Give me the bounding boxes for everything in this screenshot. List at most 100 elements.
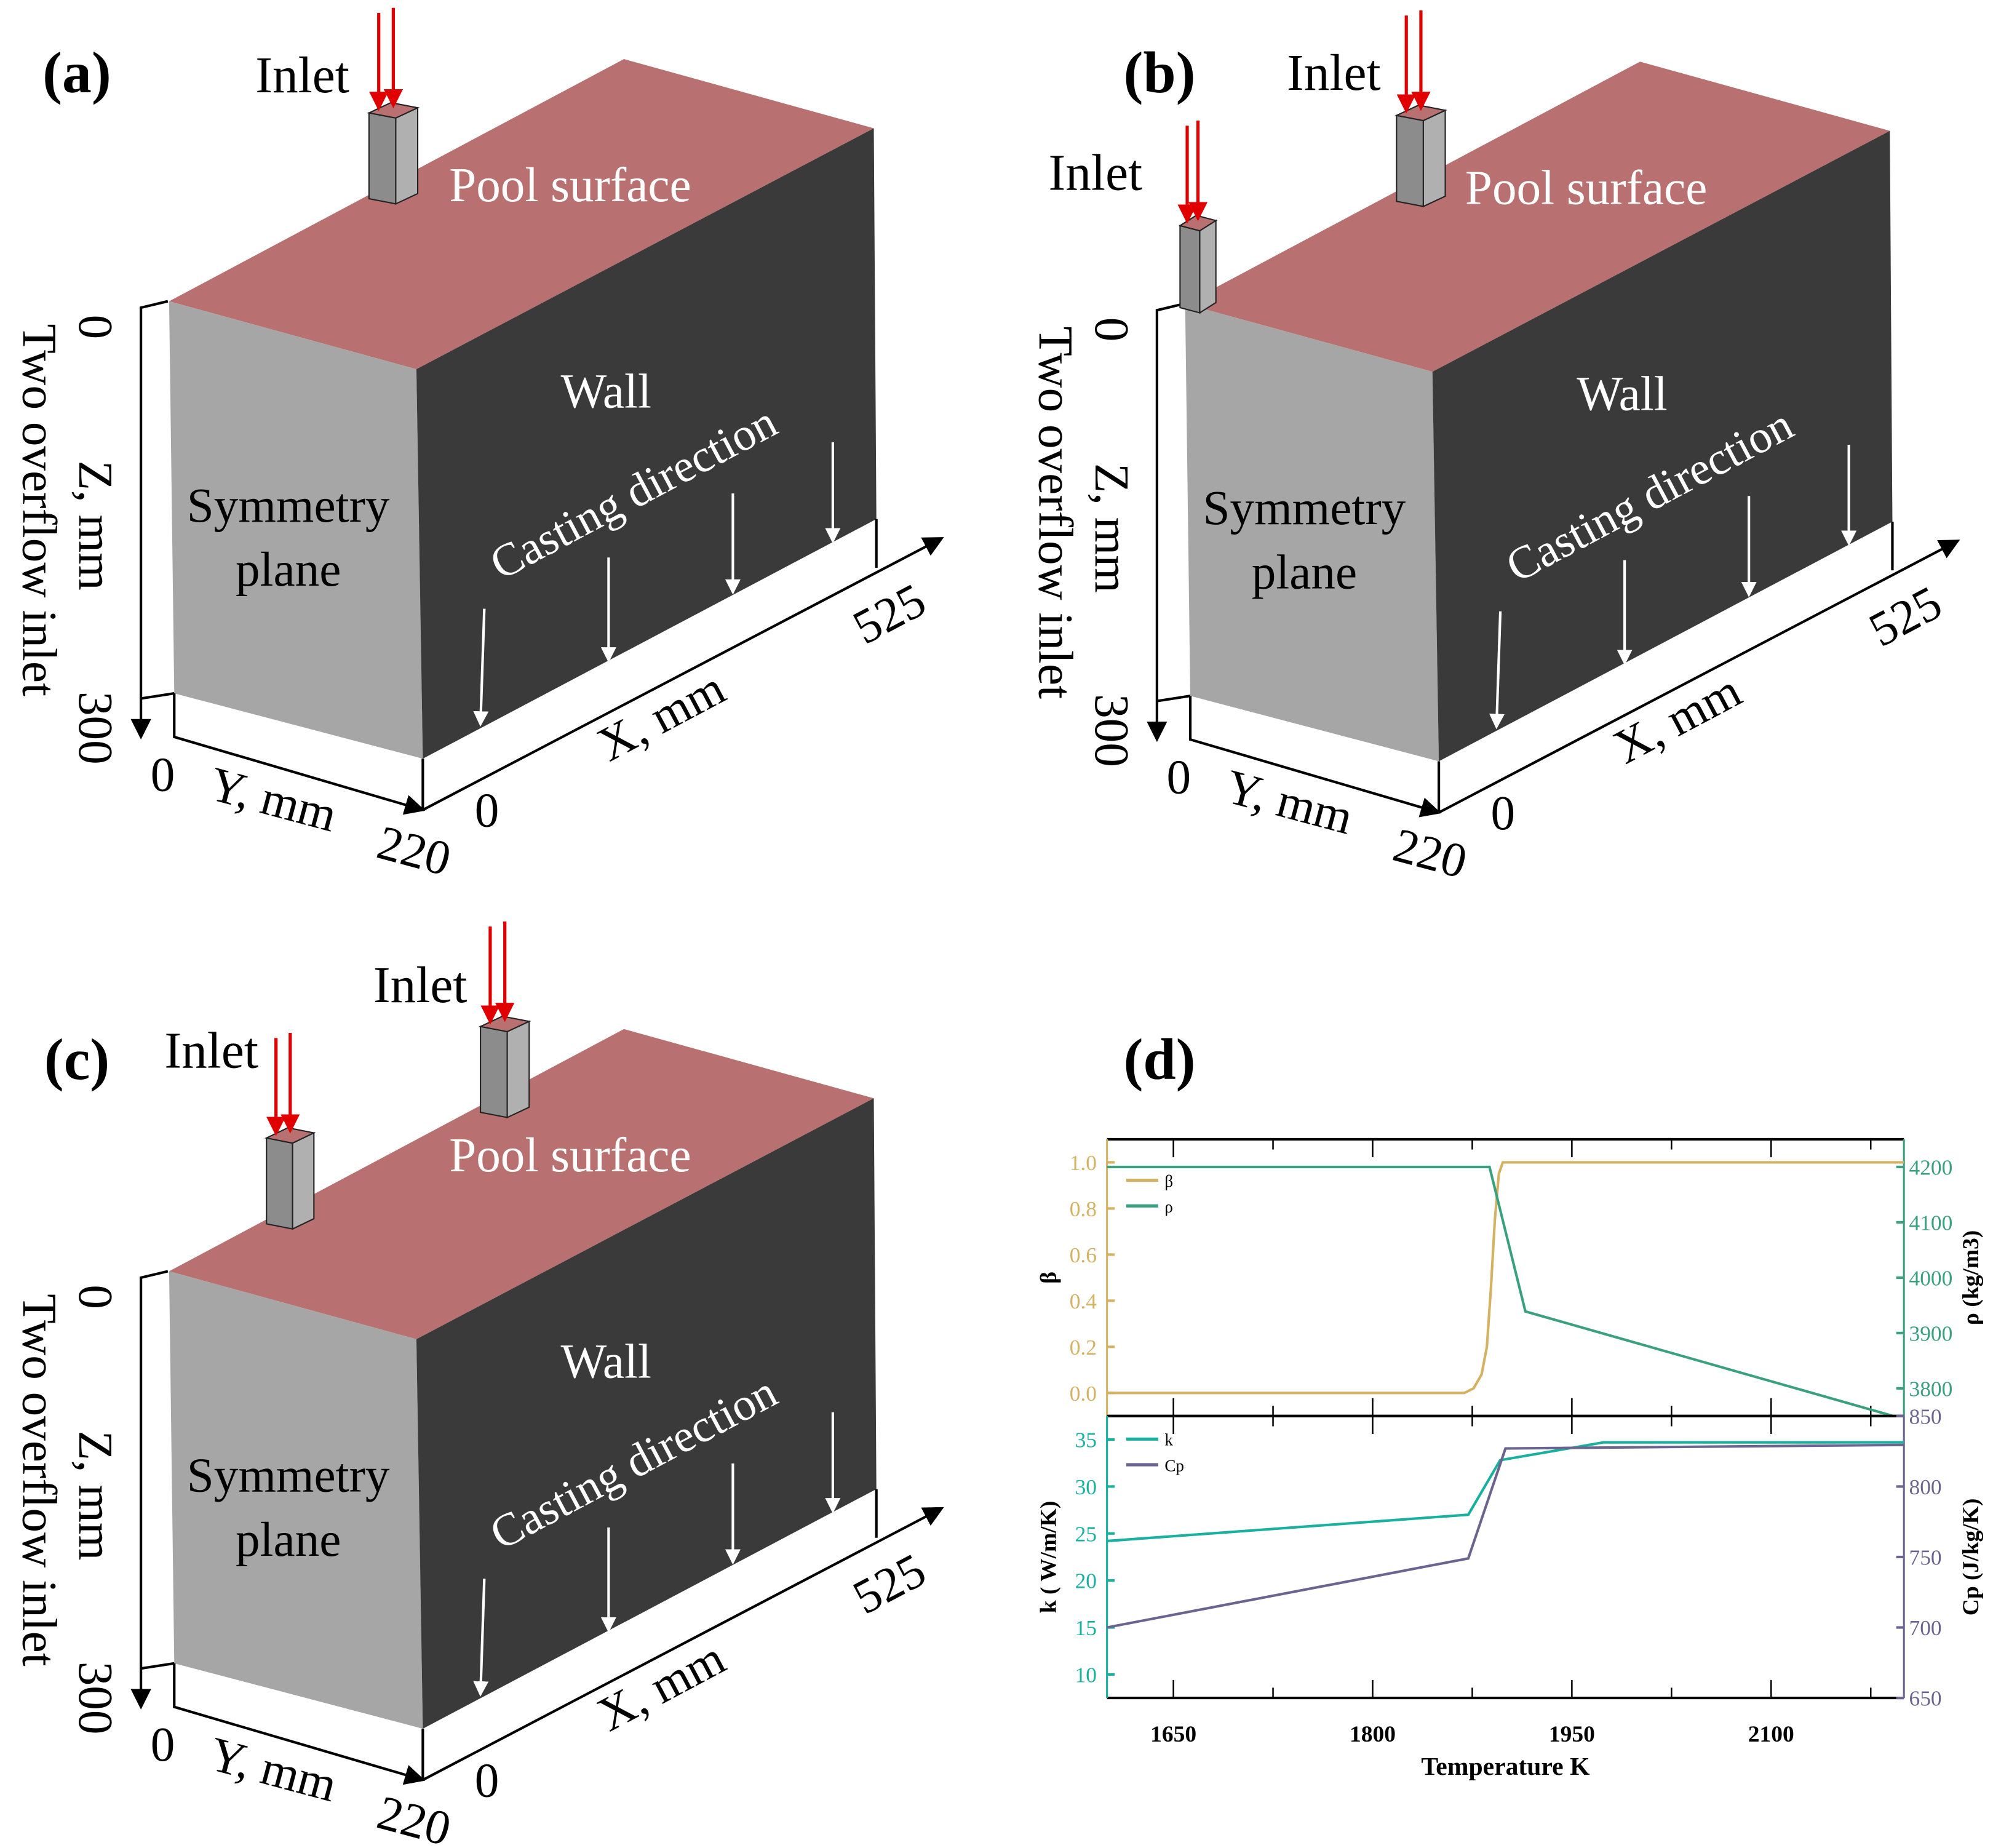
z-min-label: 0 [1084, 317, 1139, 342]
x-axis [422, 1507, 944, 1782]
pool-surface-label: Pool surface [1465, 161, 1707, 215]
right-y-axis-title: Cp (J/kg/K) [1959, 1499, 1984, 1616]
series-line-k [1107, 1441, 1904, 1543]
wall-face [1432, 130, 1893, 762]
y-min-label: 0 [151, 747, 175, 802]
wall-label: Wall [1577, 367, 1667, 421]
symmetry-plane-face [169, 301, 423, 759]
inlet-label: Inlet [1287, 45, 1381, 102]
inlet-front-face [1179, 225, 1201, 314]
right-y-tick-label: 750 [1909, 1545, 1942, 1569]
legend-label: k [1164, 1431, 1173, 1449]
y-axis [173, 693, 426, 815]
symmetry-plane-face [169, 1271, 423, 1729]
z-axis-tick [1156, 695, 1191, 703]
x-tick-label: 2100 [1748, 1722, 1794, 1747]
left-y-tick-label: 10 [1075, 1662, 1097, 1687]
panel-label: (d) [1123, 1027, 1195, 1092]
x-min-label: 0 [475, 1753, 499, 1807]
y-axis-label: Y, mm [204, 757, 343, 842]
z-axis-label: Z, mm [68, 461, 122, 591]
symmetry-plane-face [1185, 303, 1439, 762]
y-max-label: 220 [1388, 818, 1472, 889]
z-axis-label: Z, mm [1084, 463, 1139, 593]
y-max-label: 220 [372, 815, 456, 886]
y-axis [1188, 696, 1442, 818]
x-axis-label: X, mm [589, 1631, 733, 1742]
casting-direction-arrow [473, 608, 489, 727]
x-axis-label: X, mm [1605, 663, 1749, 775]
symmetry-label: Symmetry [187, 479, 390, 533]
symmetry-label: Symmetry [1203, 481, 1406, 535]
x-axis-label: X, mm [589, 661, 733, 772]
pool-surface-face [169, 1029, 874, 1339]
right-y-tick-label: 3900 [1909, 1321, 1953, 1345]
pool-surface-label: Pool surface [449, 158, 691, 212]
inlet-side-face [506, 1020, 530, 1119]
wall-face [416, 1098, 877, 1729]
inlet-label: Inlet [255, 47, 349, 104]
legend-label: Cp [1164, 1456, 1184, 1475]
z-max-label: 300 [68, 691, 122, 765]
pool-surface-face [169, 59, 874, 370]
panel-d-chart: (d) 0.0 0.2 0.4 0.6 0.8 1.0 3800 3900 4000 4100 420… [1036, 1027, 1984, 1781]
z-axis-label: Z, mm [68, 1430, 122, 1560]
x-axis [422, 537, 944, 811]
inlet-side-face [292, 1131, 315, 1230]
casting-direction-arrow [473, 1579, 489, 1697]
left-y-tick-label: 0.8 [1070, 1197, 1097, 1221]
right-y-tick-label: 4200 [1909, 1155, 1953, 1179]
left-y-axis-title: k ( W/m/K) [1036, 1501, 1061, 1614]
pool-surface-face [1185, 62, 1890, 372]
y-axis [173, 1663, 426, 1785]
x-tick-label: 1800 [1350, 1722, 1396, 1747]
z-axis [130, 1270, 169, 1710]
y-min-label: 0 [151, 1718, 175, 1772]
right-y-axis-title: ρ (kg/m3) [1959, 1230, 1984, 1325]
z-axis-tick [140, 692, 175, 700]
plane-label: plane [236, 543, 341, 597]
series-line-ρ [1107, 1165, 1894, 1417]
x-tick-label: 1950 [1549, 1722, 1595, 1747]
z-axis [1147, 302, 1185, 743]
y-axis-label: Y, mm [1220, 759, 1358, 845]
x-tick-label: 1650 [1150, 1722, 1196, 1747]
pool-surface-label: Pool surface [449, 1128, 691, 1182]
left-y-tick-label: 0.6 [1070, 1243, 1097, 1267]
left-y-tick-label: 35 [1075, 1428, 1097, 1452]
plane-label: plane [236, 1513, 341, 1567]
symmetry-label: Symmetry [187, 1449, 390, 1503]
z-max-label: 300 [68, 1662, 122, 1735]
inlet-front-face [480, 1026, 508, 1118]
legend-label: ρ [1164, 1198, 1173, 1216]
k-cp-plot: 1650 1800 1950 2100 Temperature K 10 15 20 25 30 3… [1036, 1404, 1984, 1781]
left-y-axis-title: β [1036, 1272, 1061, 1284]
panel-label: (a) [42, 40, 111, 105]
right-y-tick-label: 850 [1909, 1404, 1942, 1428]
z-axis-tick [140, 1662, 175, 1670]
right-y-tick-label: 650 [1909, 1686, 1942, 1711]
casting-direction-arrow [1489, 611, 1505, 730]
wall-label: Wall [560, 365, 651, 419]
inlet-side-face [395, 106, 419, 205]
inlet-label: Inlet [1049, 145, 1143, 201]
inlet-front-face [266, 1137, 293, 1230]
panel-label: (b) [1123, 40, 1195, 105]
inlet-side-face [1422, 109, 1446, 208]
y-max-label: 220 [372, 1785, 456, 1848]
series-line-Cp [1107, 1443, 1904, 1629]
left-y-tick-label: 1.0 [1070, 1150, 1097, 1175]
overflow-inlet-label: Two overflow inlet [12, 324, 66, 696]
right-y-tick-label: 700 [1909, 1615, 1942, 1640]
inlet-label: Inlet [373, 957, 467, 1014]
inlet-side-face [1199, 219, 1217, 314]
x-min-label: 0 [1490, 786, 1515, 840]
